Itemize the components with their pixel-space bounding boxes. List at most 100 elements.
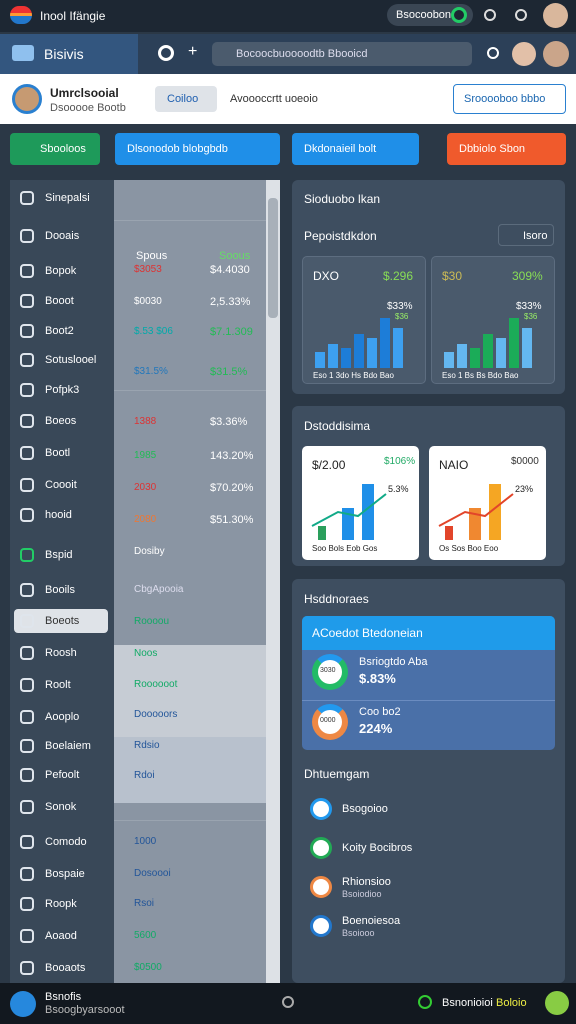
icon (20, 478, 34, 492)
menu-item[interactable]: Aooplo (45, 711, 80, 723)
banner: ACoedot Btedoneian (302, 616, 555, 650)
menu-item[interactable]: Bspid (45, 549, 73, 561)
search-icon[interactable] (158, 45, 174, 61)
menu-item[interactable]: Booils (45, 584, 75, 596)
panel-title: Dstoddisima (304, 419, 371, 433)
menu-item[interactable]: Booot (45, 295, 74, 307)
cell: Noos (134, 648, 158, 659)
icon[interactable] (515, 9, 527, 21)
action[interactable] (545, 991, 569, 1015)
button[interactable]: Sbooloos (10, 133, 100, 165)
panel-title: Sioduobo lkan (304, 192, 381, 206)
list-item[interactable] (302, 793, 555, 827)
select[interactable]: Srooooboo bbbo (453, 84, 566, 114)
trend-line (311, 493, 387, 527)
list-item[interactable] (302, 910, 555, 944)
search-button[interactable]: Isoro (498, 224, 554, 246)
menu-item[interactable]: Boeots (45, 615, 80, 627)
menu-item[interactable]: Boelaiem (45, 740, 91, 752)
panel: Hsddnoraes ACoedot Btedoneian Dhtuemgam … (292, 579, 565, 983)
menu-item[interactable]: Pofpk3 (45, 384, 80, 396)
toggle[interactable]: Bsocoobon (387, 4, 473, 26)
icon (20, 739, 34, 753)
avatar[interactable] (543, 41, 569, 67)
search-icon[interactable] (487, 47, 499, 59)
avatar[interactable] (12, 84, 42, 114)
scrollbar[interactable] (266, 180, 280, 983)
tab-label[interactable]: Avoooccrtt uoeoio (230, 93, 318, 105)
card-value: 309% (512, 269, 543, 283)
dropdown[interactable]: Dlsonodob blobgbdb (115, 133, 280, 165)
search-box[interactable]: Bocoocbuoooodtb Bbooicd (212, 42, 472, 66)
bar (469, 508, 481, 540)
button[interactable]: Dbbiolo Sbon (447, 133, 566, 165)
menu-item[interactable]: Roolt (45, 679, 71, 691)
icon (20, 929, 34, 943)
tab[interactable]: Coiloo (155, 86, 217, 112)
cell: $7.1.309 (210, 326, 253, 338)
cell: $4.4030 (210, 264, 250, 276)
item-subtitle: Bsoiodioo (342, 889, 382, 899)
dropdown[interactable]: Dkdonaieil bolt (292, 133, 419, 165)
item-icon (310, 798, 332, 820)
menu-item[interactable]: Comodo (45, 836, 87, 848)
card-label: NAIO (439, 458, 469, 472)
menu-item[interactable]: Pefoolt (45, 769, 80, 781)
cell: 2030 (134, 482, 157, 493)
icon (20, 961, 34, 975)
menu-item[interactable]: Dooais (45, 230, 80, 242)
cell: 1388 (134, 416, 157, 427)
ring-label: 3030 (320, 667, 336, 674)
profile-subtitle: Dsooooe Bootb (50, 102, 126, 114)
menu-item[interactable]: Boot2 (45, 325, 74, 337)
icon (20, 548, 34, 562)
divider (114, 820, 266, 821)
cell: $0030 (134, 296, 162, 307)
menu-item[interactable]: hooid (45, 509, 72, 521)
cell: $.53 $06 (134, 326, 173, 337)
menu-item[interactable]: Sinepalsi (45, 192, 90, 204)
status-bar: Inool Ifängie Bsocoobon (0, 0, 576, 32)
bar (341, 348, 351, 368)
scroll-thumb[interactable] (268, 198, 278, 318)
list-item[interactable] (302, 832, 555, 866)
menu-item[interactable]: Bospaie (45, 868, 85, 880)
panel: Dstoddisima $/2.00 $106% 5.3% Soo Bols Eob … (292, 406, 565, 566)
menu-item[interactable]: Roopk (45, 898, 77, 910)
card-sub: $36 (524, 312, 538, 321)
icon (20, 614, 34, 628)
menu-item[interactable]: Roosh (45, 647, 77, 659)
bottom-title: Bsnofis (45, 991, 82, 1003)
status-value: Boloio (496, 997, 527, 1009)
row-highlight (114, 645, 266, 737)
list-item[interactable] (302, 871, 555, 905)
cell: $3.36% (210, 416, 248, 428)
status-label: Bsnonioioi (442, 997, 493, 1009)
bar (362, 484, 374, 540)
add-icon[interactable]: + (188, 43, 198, 60)
menu-item[interactable]: Sonok (45, 801, 77, 813)
item-icon (310, 915, 332, 937)
button-label: Dkdonaieil bolt (304, 143, 377, 155)
icon (20, 678, 34, 692)
menu-item[interactable]: Bopok (45, 265, 77, 277)
bar (318, 526, 326, 540)
menu-item[interactable]: Aoaod (45, 930, 77, 942)
avatar[interactable] (512, 42, 536, 66)
avatar[interactable] (543, 3, 568, 28)
cell: 1985 (134, 450, 157, 461)
search-icon[interactable] (282, 996, 294, 1008)
icon[interactable] (484, 9, 496, 21)
column-header: Spous (136, 250, 168, 262)
cell: $3053 (134, 264, 162, 275)
bar (367, 338, 377, 368)
menu-item[interactable]: Coooit (45, 479, 77, 491)
menu-item[interactable]: Bootl (45, 447, 71, 459)
cell: Dosoooi (134, 868, 171, 879)
cell: Roooou (134, 616, 170, 627)
bar (470, 348, 480, 368)
menu-item[interactable]: Booaots (45, 962, 86, 974)
menu-item[interactable]: Boeos (45, 415, 77, 427)
icon (20, 446, 34, 460)
menu-item[interactable]: Sotuslooel (45, 354, 97, 366)
